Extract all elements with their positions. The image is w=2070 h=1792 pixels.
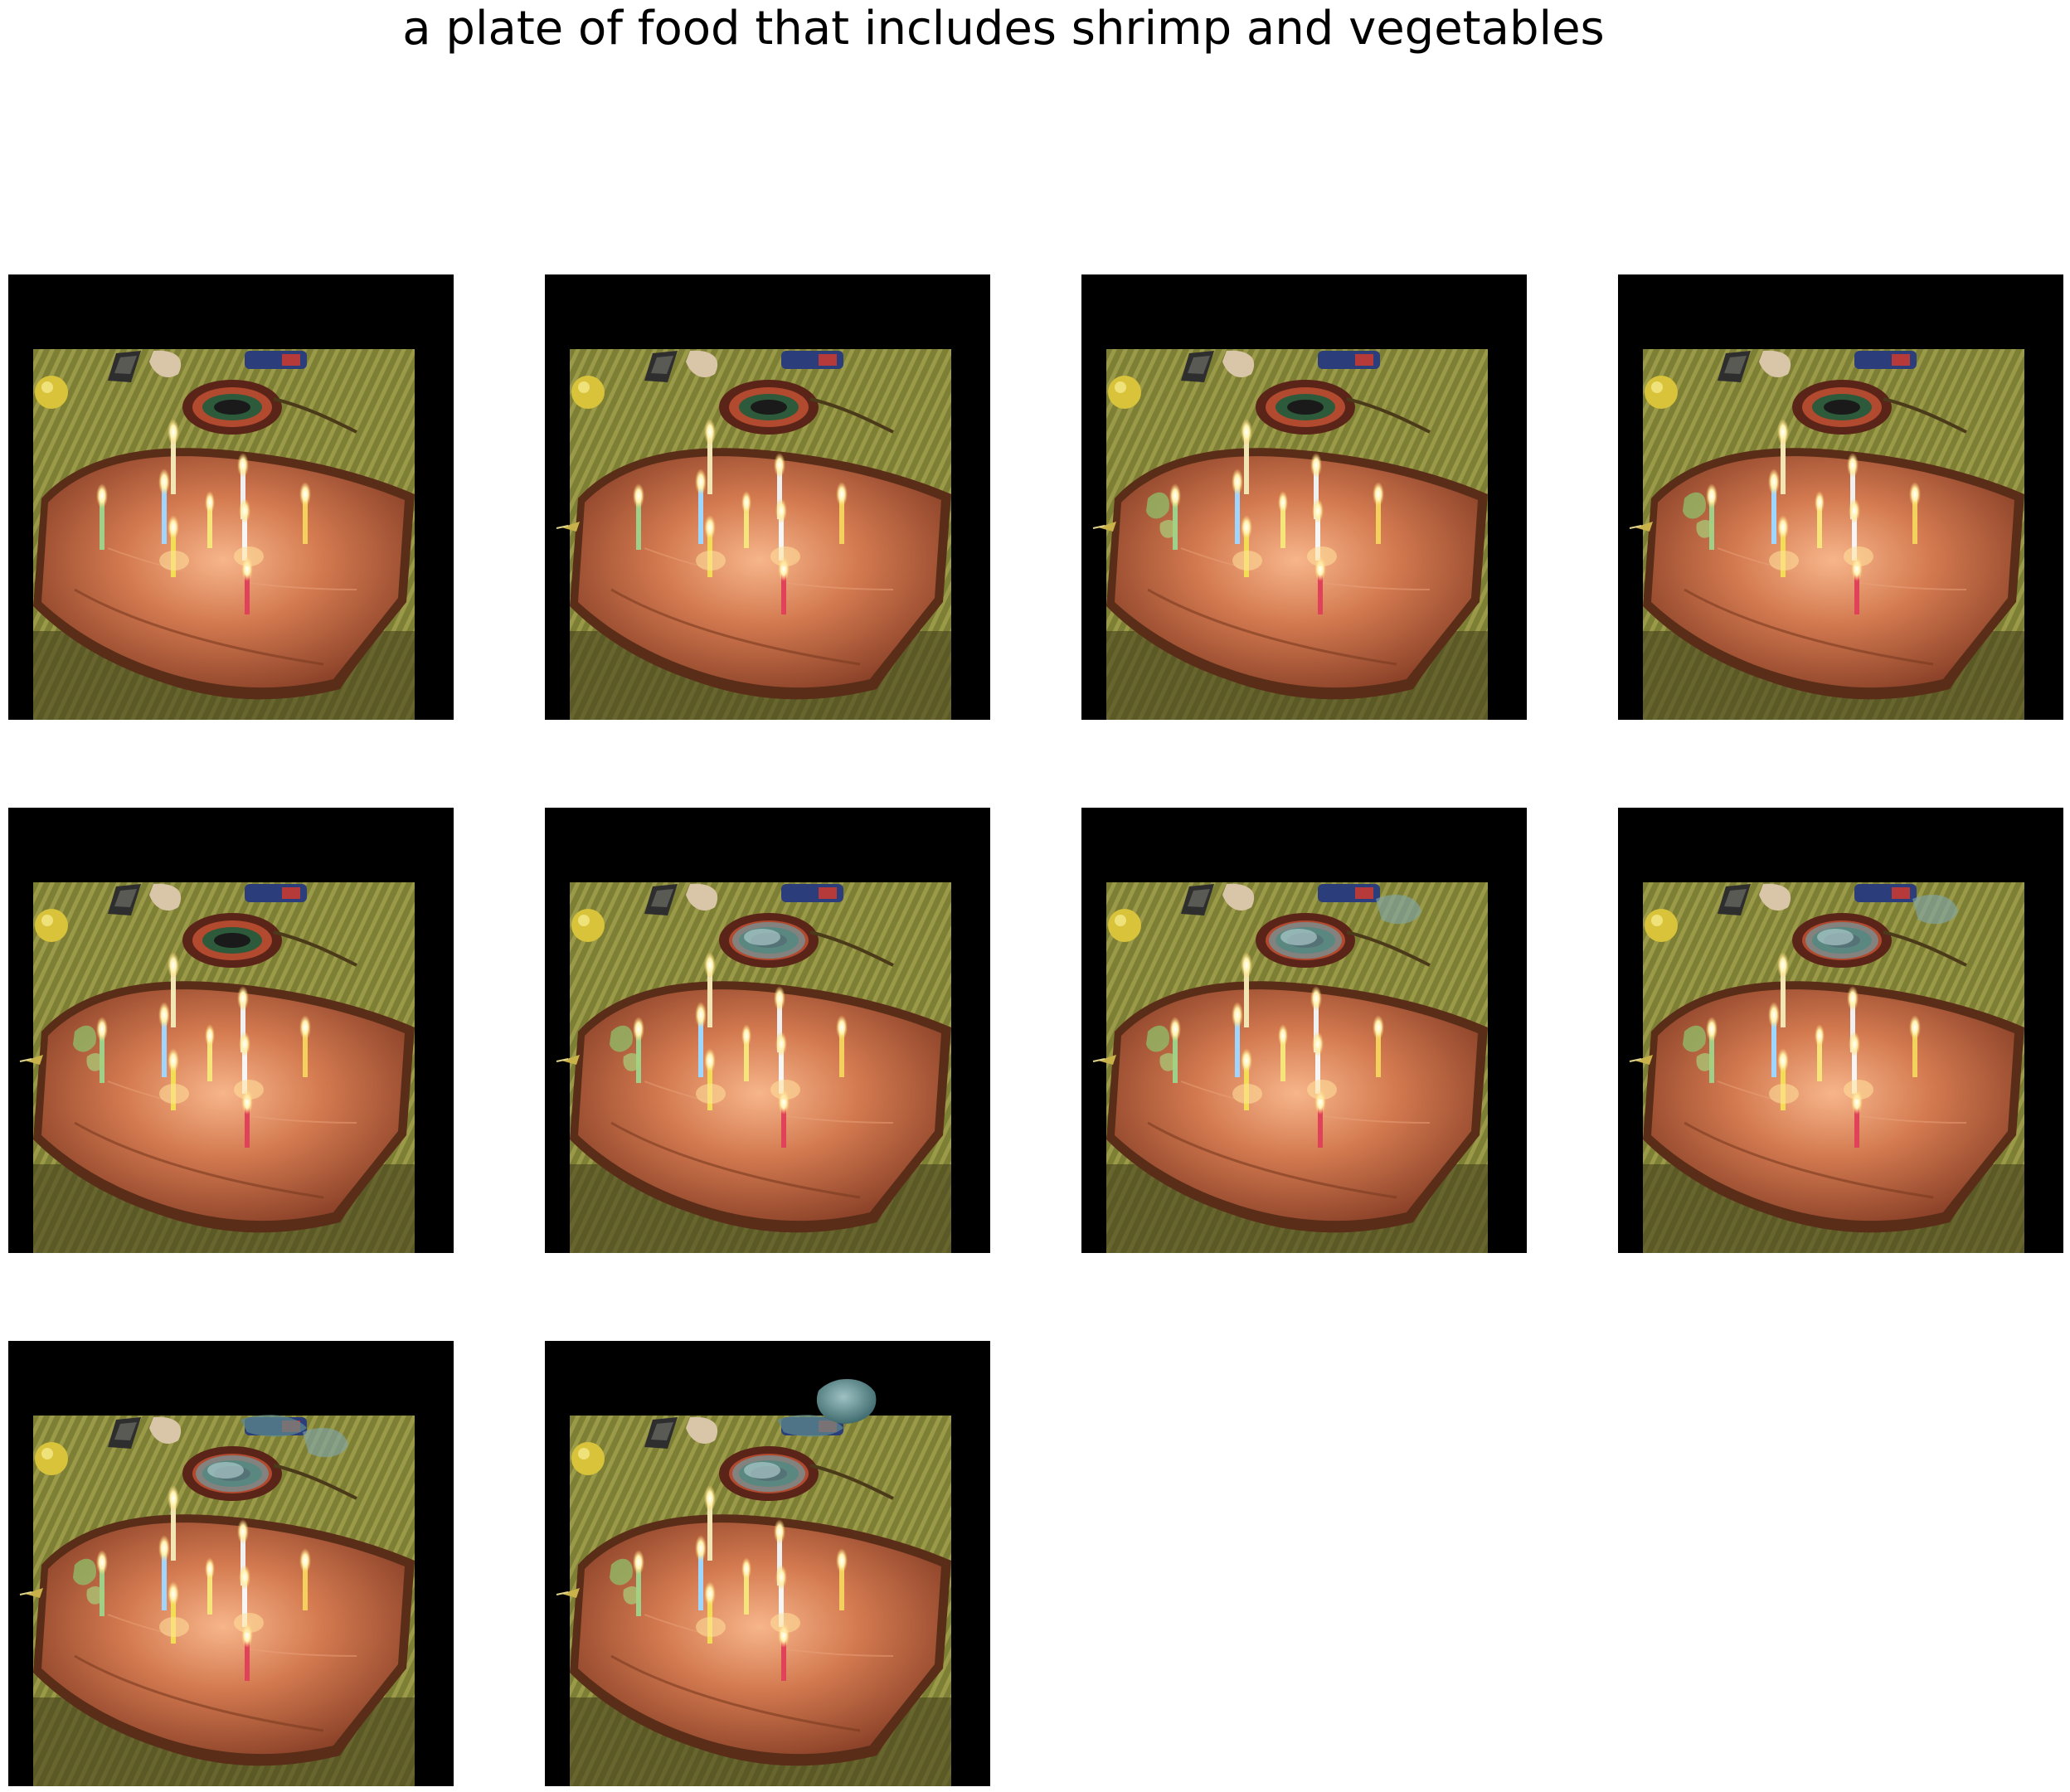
cake-photo: [1081, 274, 1527, 720]
image-panel-2: [545, 274, 990, 720]
image-panel-6: [545, 808, 990, 1253]
image-panel-10: [545, 1341, 990, 1786]
panel-image-1: [8, 274, 454, 720]
image-panel-8: [1618, 808, 2063, 1253]
panel-image-5: [8, 808, 454, 1253]
panel-image-3: [1081, 274, 1527, 720]
image-panel-7: [1081, 808, 1527, 1253]
panel-image-7: [1081, 808, 1527, 1253]
cake-photo: [545, 274, 990, 720]
panel-image-9: [8, 1341, 454, 1786]
panel-image-4: [1618, 274, 2063, 720]
image-panel-3: [1081, 274, 1527, 720]
panel-image-8: [1618, 808, 2063, 1253]
figure-title: a plate of food that includes shrimp and…: [402, 2, 1605, 56]
cake-photo: [545, 1341, 990, 1786]
cake-photo: [8, 274, 454, 720]
doily-texture-overlay: [732, 1455, 805, 1492]
panel-image-2: [545, 274, 990, 720]
image-panel-4: [1618, 274, 2063, 720]
doily-texture-overlay: [1805, 922, 1878, 959]
panel-image-6: [545, 808, 990, 1253]
image-panel-1: [8, 274, 454, 720]
cake-photo: [1618, 274, 2063, 720]
image-panel-5: [8, 808, 454, 1253]
cake-photo: [1081, 808, 1527, 1253]
cake-photo: [545, 808, 990, 1253]
panel-image-10: [545, 1341, 990, 1786]
doily-texture-overlay: [1269, 922, 1342, 959]
cake-photo: [1618, 808, 2063, 1253]
doily-texture-overlay: [732, 922, 805, 959]
cake-photo: [8, 1341, 454, 1786]
image-panel-9: [8, 1341, 454, 1786]
doily-texture-overlay: [196, 1455, 269, 1492]
cake-photo: [8, 808, 454, 1253]
